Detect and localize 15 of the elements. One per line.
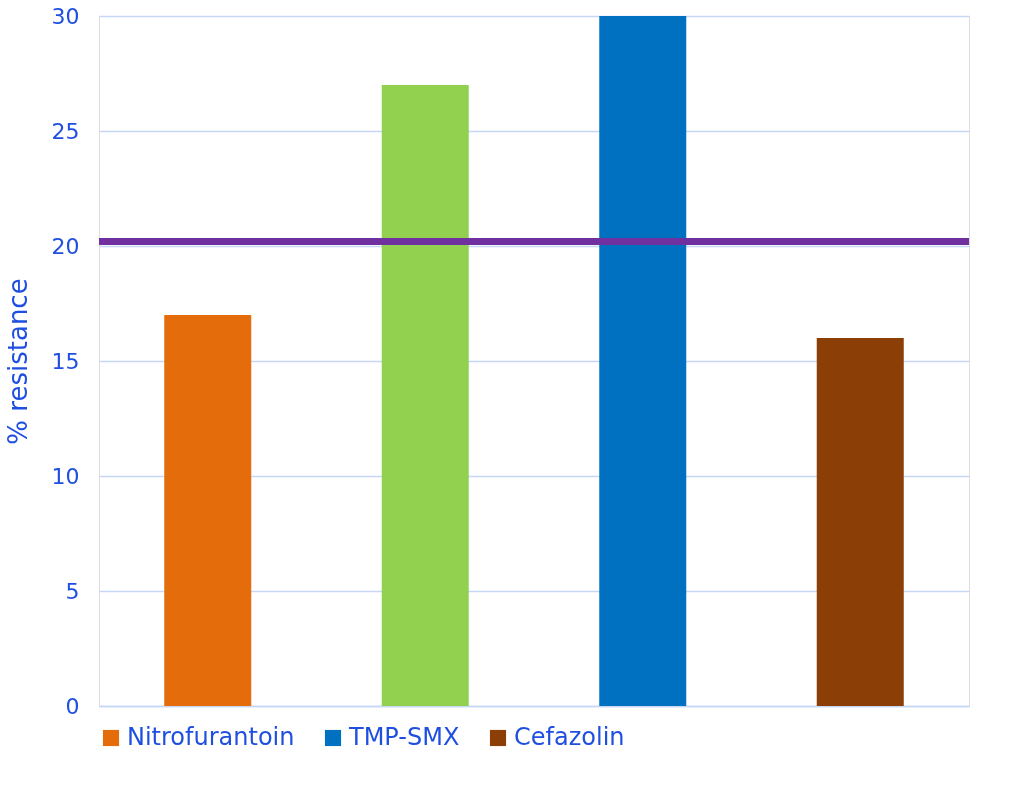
bar (164, 315, 252, 706)
y-tick-label: 0 (65, 693, 80, 719)
legend-label: Cefazolin (514, 723, 625, 751)
y-tick-label: 15 (51, 348, 80, 374)
legend-label: Nitrofurantoin (127, 723, 295, 751)
y-tick-label: 30 (51, 3, 80, 29)
y-tick-label: 20 (51, 233, 80, 259)
y-tick-label: 10 (51, 463, 80, 489)
bar (381, 85, 469, 706)
y-tick-label: 25 (51, 118, 80, 144)
legend-label: TMP-SMX (348, 723, 460, 751)
y-axis-title: % resistance (2, 278, 33, 445)
y-tick-label: 5 (65, 578, 80, 604)
bar (599, 16, 687, 706)
bar (816, 338, 904, 706)
